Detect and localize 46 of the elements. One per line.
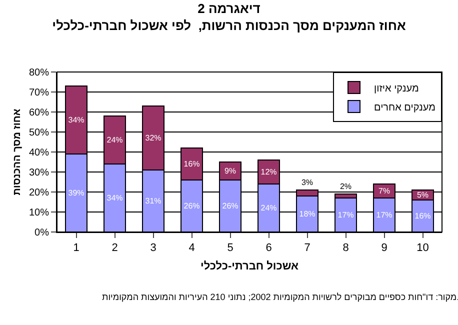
data-label: 16% bbox=[184, 160, 200, 168]
y-axis-title: אחוז מסך ההכנסות bbox=[12, 108, 23, 196]
x-tick-label: 5 bbox=[227, 242, 234, 254]
data-label: 24% bbox=[106, 136, 123, 144]
text: מקור: דו"חות כספיים מבוקרים לרשויות המקומיות 2002; נתוני 210 העיריות והמועצות המקומיות. bbox=[102, 292, 458, 302]
y-tick-label: 10% bbox=[28, 208, 50, 218]
x-tick-label: 7 bbox=[304, 242, 310, 254]
data-label: 34% bbox=[68, 116, 84, 124]
data-label: 16% bbox=[414, 212, 431, 220]
y-tick-label: 60% bbox=[28, 108, 50, 118]
data-label: 17% bbox=[376, 210, 392, 220]
data-label: 31% bbox=[145, 196, 162, 206]
data-label: 7% bbox=[378, 186, 390, 196]
data-label: 24% bbox=[260, 204, 277, 212]
x-tick-label: 4 bbox=[188, 242, 195, 254]
data-label: 32% bbox=[145, 134, 162, 142]
legend-label: מענקי איזון bbox=[374, 83, 419, 94]
y-tick-label: 20% bbox=[28, 188, 50, 198]
y-tick-label: 40% bbox=[28, 148, 50, 158]
data-label: 9% bbox=[224, 166, 236, 176]
x-axis-title: אשכול חברתי-כלכלי bbox=[200, 260, 299, 272]
data-label: 39% bbox=[68, 188, 84, 198]
data-label: 2% bbox=[340, 182, 352, 191]
chart-subtitle: אחוז המענקים מסך הכנסות הרשות, לפי אשכול חברתי-כלכלי bbox=[52, 18, 406, 33]
data-label: 26% bbox=[222, 202, 238, 210]
chart-title: דיאגרמה 2 bbox=[198, 1, 261, 16]
y-tick-label: 30% bbox=[28, 168, 50, 178]
data-label: 12% bbox=[260, 168, 277, 176]
legend-label: מענקים אחרים bbox=[374, 102, 436, 114]
x-tick-label: 3 bbox=[150, 242, 156, 254]
y-tick-label: 80% bbox=[28, 68, 50, 78]
x-tick-label: 6 bbox=[266, 242, 272, 254]
data-label: 17% bbox=[338, 210, 354, 220]
data-label: 34% bbox=[106, 194, 123, 202]
data-label: 3% bbox=[301, 178, 314, 187]
data-label: 18% bbox=[299, 210, 316, 218]
data-label: 26% bbox=[184, 202, 200, 210]
y-tick-label: 0% bbox=[34, 228, 50, 238]
x-tick-label: 10 bbox=[416, 242, 429, 254]
x-tick-label: 1 bbox=[73, 242, 80, 254]
x-tick-label: 8 bbox=[342, 242, 349, 254]
x-tick-label: 9 bbox=[381, 242, 388, 254]
y-tick-label: 70% bbox=[28, 88, 50, 98]
y-tick-label: 50% bbox=[28, 128, 50, 138]
x-tick-label: 2 bbox=[112, 242, 118, 254]
data-label: 5% bbox=[416, 190, 429, 200]
